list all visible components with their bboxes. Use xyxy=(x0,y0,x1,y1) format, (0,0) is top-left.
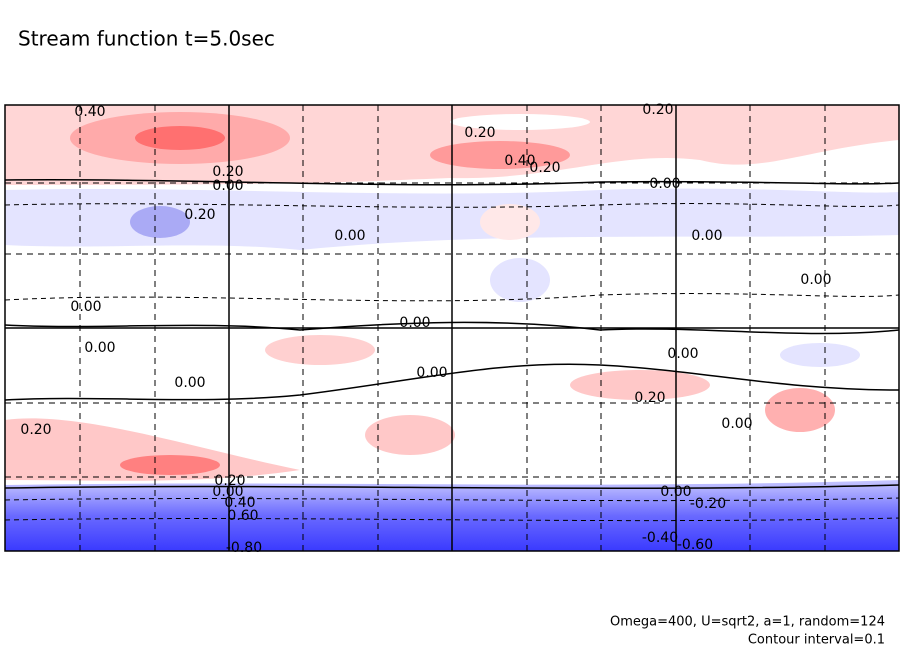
contour-label: 0.00 xyxy=(334,228,365,244)
note: Omega=400, U=sqrt2, a=1, random=124 xyxy=(610,615,885,630)
contour-label: 0.40 xyxy=(224,495,255,511)
contour-label: 0.00 xyxy=(660,484,691,500)
contour-label: 0.00 xyxy=(667,346,698,362)
contour-label: 0.00 xyxy=(649,176,680,192)
contour-label: 0.00 xyxy=(721,416,752,432)
contour-label: 0.20 xyxy=(184,207,215,223)
contour-label: 0.00 xyxy=(416,365,447,381)
contour-label: 0.20 xyxy=(214,473,245,489)
field xyxy=(5,105,899,551)
contour-label: -0.60 xyxy=(677,537,713,553)
contour-label: -0.80 xyxy=(226,540,262,556)
contour-label: 0.00 xyxy=(70,299,101,315)
contour-label: 0.00 xyxy=(399,315,430,331)
contour-label: 0.60 xyxy=(227,508,258,524)
contour-label: 0.20 xyxy=(212,164,243,180)
contour-label: 0.20 xyxy=(464,125,495,141)
contour-label: -0.40 xyxy=(642,530,678,546)
contour-label: 0.00 xyxy=(212,484,243,500)
contour-label: 0.20 xyxy=(634,390,665,406)
contour-label: 0.20 xyxy=(642,102,673,118)
contour-label: 0.40 xyxy=(504,153,535,169)
contour-label: 0.20 xyxy=(529,160,560,176)
contour-label: 0.00 xyxy=(174,375,205,391)
plot-frame xyxy=(4,104,900,552)
contour-label: 0.00 xyxy=(212,178,243,194)
note: Contour interval=0.1 xyxy=(748,633,885,648)
contour-label: 0.00 xyxy=(691,228,722,244)
chart-title: Stream function t=5.0sec xyxy=(18,27,275,51)
contour-label: 0.00 xyxy=(84,340,115,356)
contour-label: -0.20 xyxy=(690,496,726,512)
contour-label: 0.40 xyxy=(74,104,105,120)
contour-label: 0.20 xyxy=(20,422,51,438)
contour-label: 0.00 xyxy=(800,272,831,288)
